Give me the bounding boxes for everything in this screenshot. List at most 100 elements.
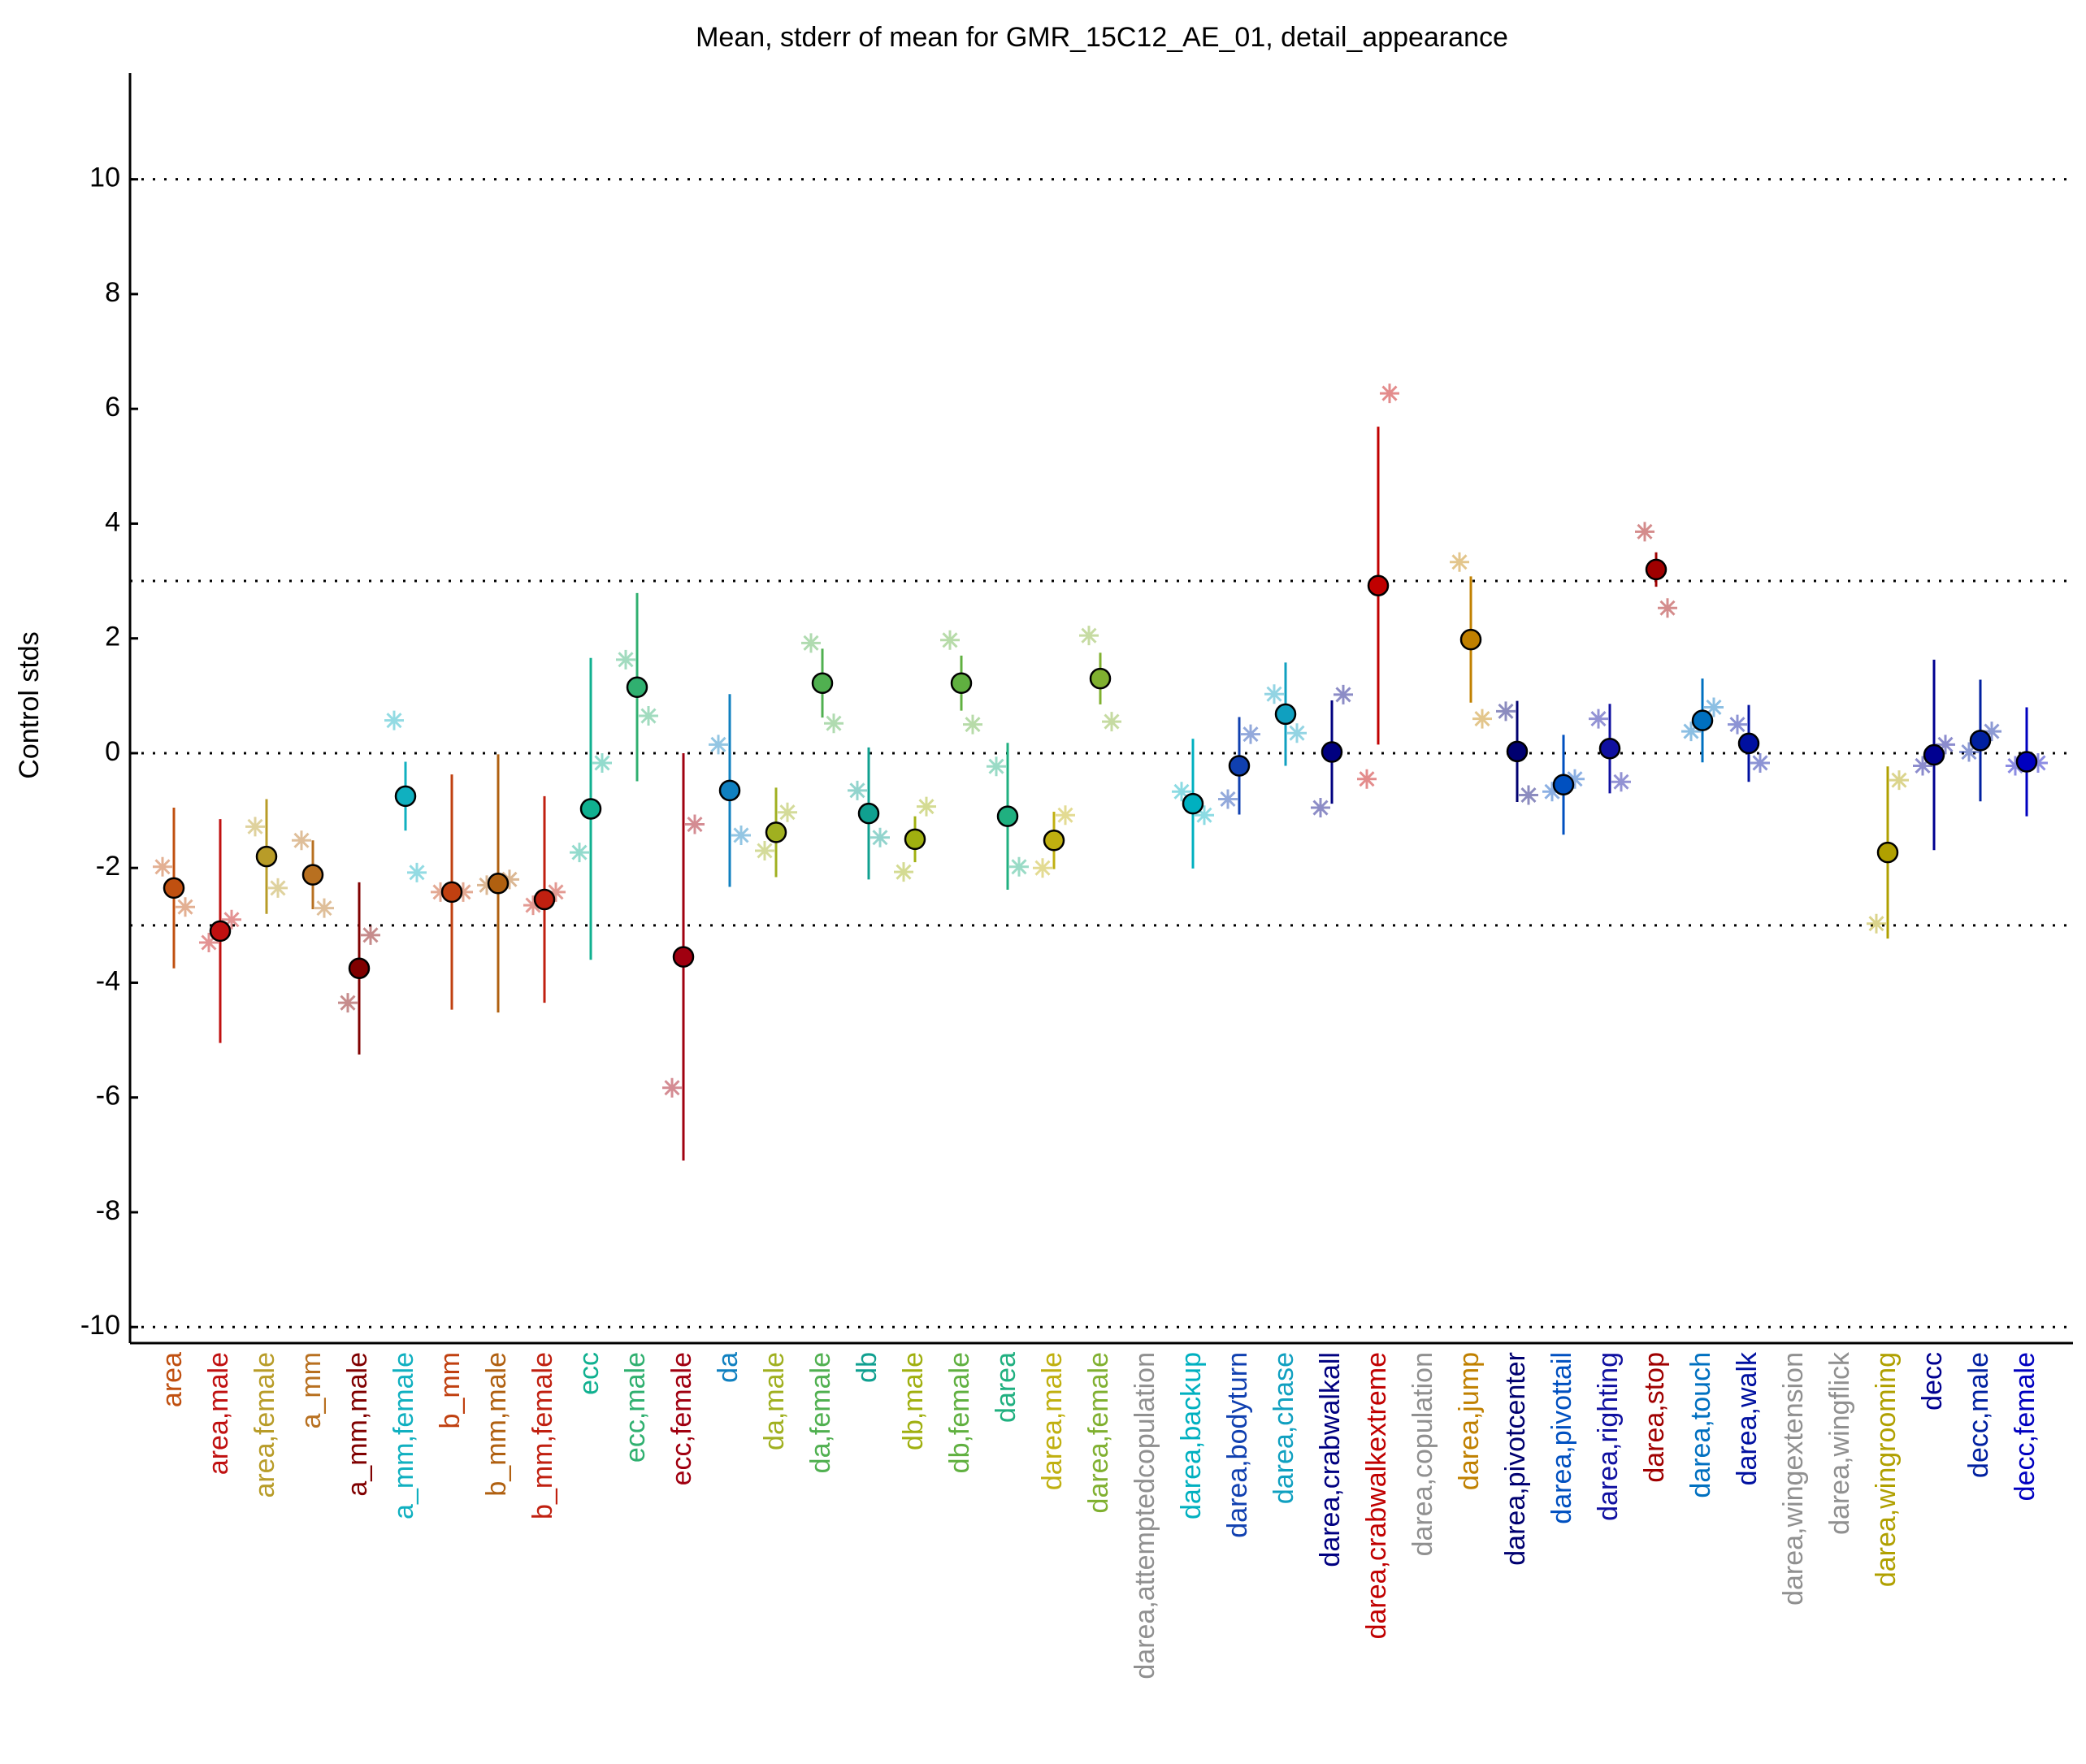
sub-marker: [570, 843, 589, 863]
sub-marker: [2006, 756, 2025, 776]
sub-marker: [1195, 805, 1214, 826]
x-tick-label: decc: [1917, 1352, 1948, 1411]
mean-marker: [1737, 732, 1760, 755]
sub-marker: [361, 925, 380, 945]
sub-marker: [1241, 724, 1260, 744]
sub-marker: [755, 841, 774, 861]
x-tick-label: ecc,female: [666, 1352, 697, 1485]
x-tick-label: decc,female: [2010, 1352, 2040, 1501]
mean-marker: [1089, 667, 1112, 690]
sub-marker: [176, 897, 195, 917]
mean-marker: [255, 845, 278, 868]
sub-marker: [639, 706, 658, 726]
sub-marker: [685, 814, 705, 834]
x-tick-label: a_mm,male: [342, 1352, 373, 1497]
x-tick-label: darea,male: [1037, 1352, 1068, 1490]
mean-marker: [1506, 740, 1529, 763]
mean-marker: [718, 779, 741, 802]
sub-marker: [987, 756, 1006, 777]
sub-marker: [453, 882, 473, 902]
sub-marker: [1287, 723, 1307, 743]
x-tick-label: darea,wingrooming: [1871, 1352, 1902, 1587]
mean-marker: [950, 672, 973, 695]
y-tick-label: 0: [105, 736, 120, 767]
sub-marker: [778, 802, 797, 822]
x-tick-label: b_mm,female: [527, 1352, 558, 1519]
x-tick-label: db,male: [898, 1352, 929, 1450]
sub-marker: [546, 882, 566, 902]
y-tick-label: 4: [105, 506, 120, 537]
sub-marker: [1311, 798, 1330, 818]
x-tick-label: darea,copulation: [1407, 1352, 1438, 1556]
mean-marker: [1274, 703, 1297, 726]
mean-marker: [626, 676, 648, 698]
x-tick-label: area: [157, 1352, 188, 1407]
mean-marker: [579, 798, 602, 820]
x-tick-label: a_mm: [296, 1352, 327, 1428]
sub-marker: [199, 933, 219, 953]
sub-marker: [940, 630, 960, 650]
sub-marker: [1658, 598, 1677, 618]
sub-marker: [1357, 769, 1377, 789]
sub-marker: [870, 827, 890, 847]
x-tick-label: darea,wingextension: [1778, 1352, 1809, 1606]
x-tick-label: darea,jump: [1454, 1352, 1485, 1490]
sub-marker: [709, 735, 728, 755]
mean-marker: [209, 920, 232, 943]
x-tick-label: decc,male: [1963, 1352, 1994, 1478]
sub-marker: [1450, 552, 1469, 572]
mean-marker: [1459, 628, 1482, 651]
mean-marker: [1969, 730, 1992, 752]
y-tick-label: 2: [105, 622, 120, 652]
sub-marker: [431, 882, 450, 902]
sub-marker: [616, 649, 635, 670]
mean-marker: [1367, 574, 1390, 596]
x-tick-label: ecc,male: [620, 1352, 651, 1463]
x-tick-label: darea,wingflick: [1824, 1351, 1855, 1535]
sub-marker: [1959, 742, 1979, 762]
mean-marker: [348, 957, 371, 980]
x-tick-label: darea,bodyturn: [1222, 1352, 1253, 1538]
sub-marker: [1172, 782, 1191, 802]
sub-marker: [917, 796, 936, 817]
sub-marker: [1867, 913, 1886, 934]
mean-marker: [1043, 830, 1065, 852]
sub-marker: [1264, 684, 1284, 704]
sub-marker: [338, 993, 358, 1013]
sub-marker: [407, 862, 427, 882]
sub-marker: [1056, 805, 1075, 826]
mean-marker: [765, 821, 787, 843]
mean-marker: [440, 881, 463, 904]
sub-marker: [523, 895, 543, 916]
sub-marker: [1589, 709, 1608, 729]
sub-marker: [153, 856, 172, 877]
sub-marker: [592, 752, 612, 773]
y-tick-label: -4: [96, 965, 120, 996]
sub-marker: [1565, 769, 1585, 789]
sub-marker: [1728, 714, 1747, 735]
y-tick-label: 6: [105, 392, 120, 423]
sub-marker: [384, 710, 404, 730]
sub-marker: [1334, 684, 1353, 704]
sub-marker: [500, 869, 519, 890]
sub-marker: [477, 875, 497, 895]
y-tick-label: -2: [96, 851, 120, 882]
y-axis-label: Control stds: [14, 631, 45, 778]
sub-marker: [1982, 722, 2001, 742]
x-tick-label: darea,crabwalkall: [1315, 1352, 1346, 1567]
mean-marker: [163, 877, 185, 899]
sub-marker: [1009, 856, 1029, 877]
sub-marker: [1472, 709, 1492, 729]
sub-marker: [1519, 785, 1538, 805]
sub-marker: [662, 1077, 682, 1098]
x-tick-label: darea,backup: [1176, 1352, 1207, 1519]
x-tick-label: b_mm,male: [481, 1352, 512, 1497]
mean-marker: [394, 785, 417, 808]
sub-marker: [1936, 735, 1955, 755]
y-tick-label: -8: [96, 1195, 120, 1226]
x-tick-label: darea,righting: [1593, 1352, 1624, 1521]
x-tick-label: darea,pivottail: [1546, 1352, 1577, 1524]
mean-marker: [811, 672, 834, 695]
sub-marker: [1542, 782, 1562, 802]
